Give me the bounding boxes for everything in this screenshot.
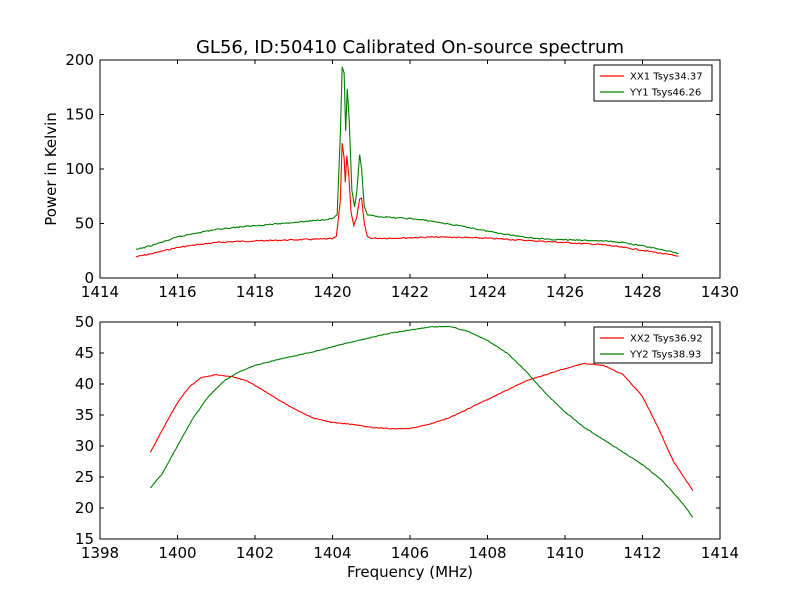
x-tick-label: 1414 [701,544,739,562]
bottom-legend: XX2 Tsys36.92 YY2 Tsys38.93 [593,326,713,364]
x-tick-label: 1412 [623,544,661,562]
series-line-2 [149,325,694,518]
bottom-series-lines [149,325,694,518]
legend-entry-label: YY1 Tsys46.26 [629,88,701,99]
y-tick-label: 20 [75,499,94,517]
series-line-1 [135,143,679,258]
top-series-lines [135,66,679,258]
figure-title: GL56, ID:50410 Calibrated On-source spec… [196,37,624,58]
top-legend: XX1 Tsys34.37 YY1 Tsys46.26 [593,64,713,102]
y-tick-label: 0 [84,269,94,287]
bottom-axis-ticks: 1398 1400 1402 1404 1406 1408 1410 1412 1414 15 20… [75,313,739,562]
x-tick-label: 1418 [236,283,274,301]
bottom-subplot: 1398 1400 1402 1404 1406 1408 1410 1412 1414 15 20… [75,313,739,581]
top-y-axis-label: Power in Kelvin [42,112,60,226]
x-tick-label: 1404 [313,544,351,562]
x-tick-label: 1422 [391,283,429,301]
top-axis-ticks: 1414 1416 1418 1420 1422 1424 1426 1428 1430 0 50 1… [65,51,739,301]
y-tick-label: 30 [75,437,94,455]
y-tick-label: 100 [65,160,94,178]
x-tick-label: 1420 [313,283,351,301]
legend-entry-label: XX2 Tsys36.92 [630,334,703,345]
x-tick-label: 1430 [701,283,739,301]
top-subplot: 1414 1416 1418 1420 1422 1424 1426 1428 1430 0 50 1… [42,51,739,301]
legend-box [593,326,713,364]
bottom-x-axis-label: Frequency (MHz) [347,563,473,581]
y-tick-label: 35 [75,406,94,424]
x-tick-label: 1428 [623,283,661,301]
legend-entry-label: YY2 Tsys38.93 [629,350,701,361]
x-tick-label: 1398 [81,544,119,562]
y-tick-label: 45 [75,344,94,362]
x-tick-label: 1408 [468,544,506,562]
y-tick-label: 50 [75,313,94,331]
x-tick-label: 1426 [546,283,584,301]
x-tick-label: 1406 [391,544,429,562]
y-tick-label: 15 [75,530,94,548]
x-tick-label: 1416 [158,283,196,301]
y-tick-label: 40 [75,375,94,393]
legend-entry-label: XX1 Tsys34.37 [630,72,703,83]
x-tick-label: 1424 [468,283,506,301]
y-tick-label: 50 [75,215,94,233]
legend-box [593,64,713,102]
y-tick-label: 150 [65,106,94,124]
x-tick-label: 1402 [236,544,274,562]
series-line-2 [135,66,679,255]
series-line-1 [149,362,694,491]
x-tick-label: 1410 [546,544,584,562]
x-tick-label: 1400 [158,544,196,562]
y-tick-label: 25 [75,468,94,486]
y-tick-label: 200 [65,51,94,69]
x-tick-label: 1414 [81,283,119,301]
